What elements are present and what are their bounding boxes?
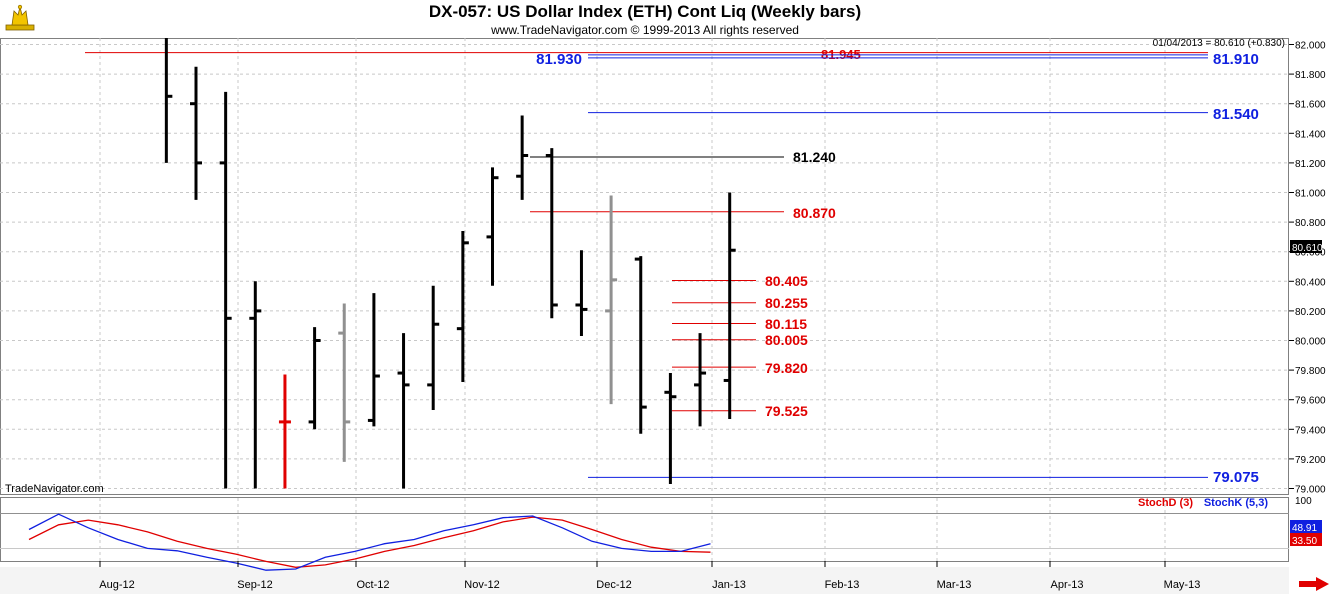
- x-tick-label: Jan-13: [712, 579, 746, 591]
- status-readout: 01/04/2013 = 80.610 (+0.830): [1153, 38, 1285, 49]
- y-tick-label: 81.200: [1295, 159, 1326, 170]
- x-tick-label: Dec-12: [596, 579, 631, 591]
- tradenavigator-logo-icon[interactable]: [4, 3, 36, 33]
- stoch-panel-frame: [0, 497, 1289, 562]
- y-tick-label: 80.800: [1295, 218, 1326, 229]
- ohlc-bar[interactable]: [190, 66, 202, 200]
- stoch-tick-label: 100: [1295, 496, 1312, 507]
- y-tick-label: 79.000: [1295, 485, 1326, 496]
- ohlc-bar[interactable]: [160, 0, 173, 163]
- watermark: TradeNavigator.com: [5, 483, 104, 495]
- y-tick-label: 81.400: [1295, 129, 1326, 140]
- level-label: 79.820: [765, 360, 808, 376]
- stoch-k-legend: StochK (5,3): [1204, 497, 1269, 509]
- y-tick-label: 82.000: [1295, 41, 1326, 52]
- copyright-notice: www.TradeNavigator.com © 1999-2013 All r…: [491, 23, 799, 37]
- level-label: 80.870: [793, 205, 836, 221]
- ohlc-bar[interactable]: [249, 281, 262, 489]
- level-label: 81.540: [1213, 106, 1259, 123]
- ohlc-bar[interactable]: [694, 333, 707, 427]
- y-tick-label: 79.800: [1295, 366, 1326, 377]
- y-tick-label: 79.600: [1295, 396, 1326, 407]
- x-tick-label: Feb-13: [825, 579, 860, 591]
- level-label: 79.075: [1213, 469, 1259, 486]
- level-label: 80.005: [765, 332, 808, 348]
- ohlc-bar[interactable]: [308, 327, 321, 430]
- stoch-d-legend: StochD (3): [1138, 497, 1193, 509]
- ohlc-bar[interactable]: [456, 230, 469, 382]
- level-label: 80.405: [765, 273, 808, 289]
- price-panel-frame: [0, 38, 1289, 495]
- ohlc-bar[interactable]: [367, 293, 380, 427]
- x-tick-label: Aug-12: [99, 579, 134, 591]
- level-label: 81.930: [536, 51, 582, 68]
- y-tick-label: 80.600: [1295, 248, 1326, 259]
- y-tick-label: 79.400: [1295, 425, 1326, 436]
- y-tick-label: 80.200: [1295, 307, 1326, 318]
- ohlc-bar[interactable]: [664, 373, 677, 485]
- ohlc-bar[interactable]: [605, 195, 618, 405]
- ohlc-bar[interactable]: [634, 256, 647, 434]
- y-tick-label: 80.400: [1295, 277, 1326, 288]
- ohlc-bar[interactable]: [278, 374, 291, 489]
- ohlc-bar[interactable]: [338, 303, 351, 462]
- y-tick-label: 80.000: [1295, 337, 1326, 348]
- level-label: 81.240: [793, 149, 836, 165]
- ohlc-bar[interactable]: [723, 192, 736, 419]
- last-price-flag: 80.610: [1292, 243, 1323, 254]
- x-tick-label: Oct-12: [356, 579, 389, 591]
- ohlc-bar[interactable]: [516, 115, 529, 200]
- stoch-d-line: [28, 516, 711, 568]
- x-tick-label: Mar-13: [937, 579, 972, 591]
- ohlc-bar[interactable]: [427, 285, 440, 411]
- level-label: 80.115: [765, 316, 807, 332]
- y-tick-label: 81.000: [1295, 189, 1326, 200]
- date-axis-strip: [0, 567, 1289, 594]
- x-tick-label: Apr-13: [1050, 579, 1083, 591]
- level-label: 80.255: [765, 295, 808, 311]
- chart-title: DX-057: US Dollar Index (ETH) Cont Liq (…: [428, 2, 862, 21]
- last-price-flag-bg: [1290, 240, 1322, 253]
- y-tick-label: 79.200: [1295, 455, 1326, 466]
- stoch-k-value-flag: 48.91: [1292, 523, 1317, 534]
- stoch-d-value-flag: 33.50: [1292, 536, 1317, 547]
- x-tick-label: Sep-12: [237, 579, 272, 591]
- stoch-d-value-flag-bg: [1290, 533, 1322, 546]
- y-tick-label: 81.800: [1295, 70, 1326, 81]
- ohlc-bar[interactable]: [397, 333, 410, 489]
- x-tick-label: Nov-12: [464, 579, 499, 591]
- scroll-right-arrow-icon[interactable]: [1298, 576, 1330, 592]
- level-label: 81.910: [1213, 51, 1259, 68]
- y-tick-label: 81.600: [1295, 100, 1326, 111]
- ohlc-bar[interactable]: [575, 250, 588, 337]
- ohlc-bar[interactable]: [545, 148, 558, 319]
- x-tick-label: May-13: [1164, 579, 1201, 591]
- ohlc-bar[interactable]: [219, 91, 232, 489]
- stoch-k-line: [28, 513, 711, 571]
- level-label: 79.525: [765, 403, 808, 419]
- stoch-k-value-flag-bg: [1290, 520, 1322, 533]
- ohlc-bar[interactable]: [486, 167, 499, 286]
